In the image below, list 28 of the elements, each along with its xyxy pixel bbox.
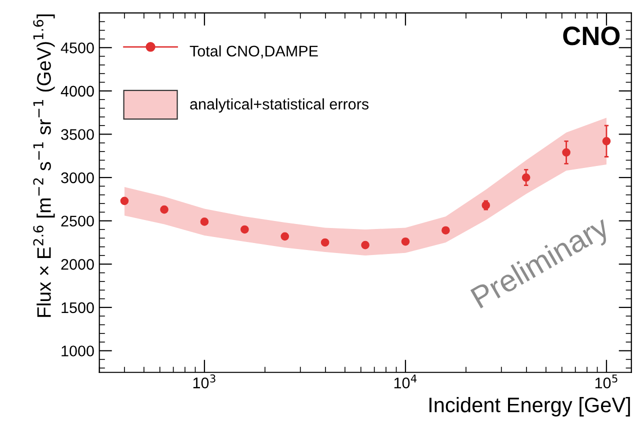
y-tick-label: 2000 xyxy=(61,259,94,270)
x-tick-label: 10$^{4}$ xyxy=(394,374,417,388)
point xyxy=(200,218,209,226)
point xyxy=(522,173,530,182)
y-tick-label: 4500 xyxy=(60,42,94,54)
y-tick-label: 4000 xyxy=(60,86,94,97)
y-tick-label: 3000 xyxy=(61,172,94,184)
legend-label: analytical+statistical errors xyxy=(190,98,369,113)
point xyxy=(160,205,168,214)
y-tick-label: 3500 xyxy=(61,129,94,140)
point xyxy=(280,232,290,241)
annotation: CNO xyxy=(563,26,620,46)
text: Flux × E$^{2.6}$ [m$^{−2}$ s$^{−1}$ sr$^{−1}$ (GeV)$^{1.6}$] xyxy=(33,14,55,317)
point xyxy=(602,136,611,146)
point xyxy=(320,238,330,247)
point xyxy=(120,196,129,206)
y-tick-label: 1500 xyxy=(62,302,94,314)
x-tick-label: 10$^{5}$ xyxy=(595,374,618,388)
y-tick-label: 2500 xyxy=(61,216,94,227)
x-axis-title: Incident Energy [GeV] xyxy=(430,397,630,416)
point xyxy=(401,237,410,246)
point xyxy=(240,225,249,234)
legend-label: Total CNO,DAMPE xyxy=(190,45,318,58)
x-tick-label: 10$^{3}$ xyxy=(193,374,216,388)
y-tick-label: 1000 xyxy=(62,346,94,356)
point xyxy=(361,240,370,250)
point xyxy=(562,148,570,157)
point xyxy=(442,226,450,235)
